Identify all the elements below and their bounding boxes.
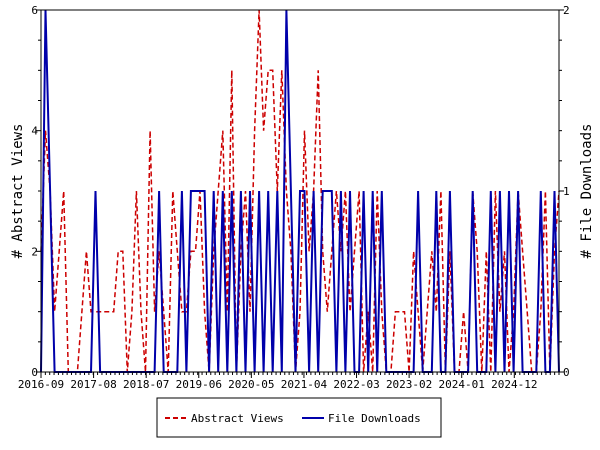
- y-left-tick-label: 0: [31, 366, 38, 379]
- y-left-ticks: 0 2 4 6: [31, 4, 41, 379]
- x-tick-label: 2017-08: [70, 378, 116, 391]
- y-left-axis-title: # Abstract Views: [10, 124, 26, 259]
- legend: Abstract Views File Downloads: [156, 397, 442, 438]
- y-axis-left: 0 2 4 6 # Abstract Views: [10, 4, 41, 379]
- x-tick-label: 2023-02: [386, 378, 432, 391]
- y-axis-right: 0 1 2 # File Downloads: [559, 4, 595, 379]
- x-tick-label: 2018-07: [123, 378, 169, 391]
- y-right-tick-label: 2: [563, 4, 570, 17]
- x-tick-label: 2021-04: [281, 378, 328, 391]
- x-tick-label: 2024-12: [491, 378, 537, 391]
- plot-area: [40, 9, 560, 373]
- series-layer: [40, 9, 560, 373]
- x-ticks: 2016-09 2017-08 2018-07 2019-06 2020-05 2021-…: [18, 372, 560, 391]
- x-axis: 2016-09 2017-08 2018-07 2019-06 2020-05 2021-…: [18, 372, 560, 391]
- x-tick-label: 2024-01: [439, 378, 485, 391]
- y-right-tick-label: 0: [563, 366, 570, 379]
- y-left-tick-label: 4: [31, 125, 38, 138]
- y-left-tick-label: 2: [31, 245, 38, 258]
- x-tick-label: 2016-09: [18, 378, 64, 391]
- y-left-tick-label: 6: [31, 4, 38, 17]
- legend-label-file-downloads: File Downloads: [328, 412, 421, 425]
- x-tick-label: 2022-03: [333, 378, 379, 391]
- x-tick-label: 2019-06: [176, 378, 222, 391]
- legend-label-abstract-views: Abstract Views: [191, 412, 284, 425]
- y-right-ticks: 0 1 2: [559, 4, 570, 379]
- legend-box: [156, 397, 442, 438]
- y-right-tick-label: 1: [563, 185, 570, 198]
- x-tick-label: 2020-05: [228, 378, 274, 391]
- y-right-axis-title: # File Downloads: [579, 124, 595, 259]
